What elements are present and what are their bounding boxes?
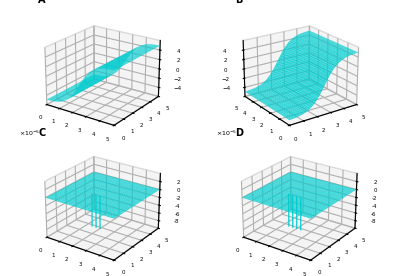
Text: D: D bbox=[235, 128, 243, 138]
Text: $\times10^{-5}$: $\times10^{-5}$ bbox=[19, 128, 41, 138]
Text: B: B bbox=[235, 0, 242, 5]
Text: A: A bbox=[38, 0, 46, 5]
Text: $\times10^{-5}$: $\times10^{-5}$ bbox=[216, 128, 238, 138]
Text: C: C bbox=[38, 128, 46, 138]
